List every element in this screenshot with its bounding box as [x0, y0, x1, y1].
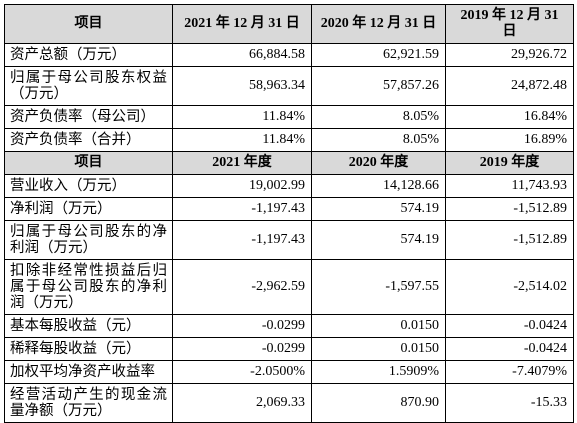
- table-cell: 8.05%: [311, 105, 446, 129]
- table-cell: 1.5909%: [311, 360, 446, 384]
- table-cell: 项目: [4, 151, 173, 175]
- table-cell: 0.0150: [311, 314, 446, 338]
- table-cell: 66,884.58: [172, 43, 312, 67]
- table-cell: 经营活动产生的现金流量净额（万元）: [4, 383, 173, 423]
- table-cell: 2019 年度: [445, 151, 574, 175]
- table-cell: -1,197.43: [172, 197, 312, 221]
- table-cell: 营业收入（万元）: [4, 174, 173, 198]
- data-row: 归属于母公司股东的净利润（万元） -1,197.43 574.19 -1,512.89: [4, 220, 574, 260]
- table-cell: -1,197.43: [172, 220, 312, 260]
- table-cell: 11,743.93: [445, 174, 574, 198]
- table-cell: 资产总额（万元）: [4, 43, 173, 67]
- table-cell: -1,512.89: [445, 220, 574, 260]
- table-cell: 净利润（万元）: [4, 197, 173, 221]
- table-cell: -0.0424: [445, 314, 574, 338]
- data-row: 资产总额（万元） 66,884.58 62,921.59 29,926.72: [4, 43, 574, 67]
- data-row: 归属于母公司股东权益（万元） 58,963.34 57,857.26 24,872.4…: [4, 66, 574, 106]
- data-row: 基本每股收益（元） -0.0299 0.0150 -0.0424: [4, 314, 574, 338]
- financial-table: 项目 2021 年 12 月 31 日 2020 年 12 月 31 日 2019 年…: [4, 4, 574, 423]
- table-cell: 资产负债率（合并）: [4, 128, 173, 152]
- table-cell: 2020 年 12 月 31 日: [311, 4, 446, 44]
- table-cell: 项目: [4, 4, 173, 44]
- table-cell: -2,962.59: [172, 259, 312, 315]
- data-row: 稀释每股收益（元） -0.0299 0.0150 -0.0424: [4, 337, 574, 361]
- table-cell: 16.89%: [445, 128, 574, 152]
- data-row: 加权平均净资产收益率 -2.0500% 1.5909% -7.4079%: [4, 360, 574, 384]
- table-cell: -1,512.89: [445, 197, 574, 221]
- table-body: 项目 2021 年 12 月 31 日 2020 年 12 月 31 日 2019 年…: [4, 4, 574, 423]
- table-cell: 8.05%: [311, 128, 446, 152]
- table-cell: 14,128.66: [311, 174, 446, 198]
- page: 项目 2021 年 12 月 31 日 2020 年 12 月 31 日 2019 年…: [4, 4, 574, 423]
- table-cell: 加权平均净资产收益率: [4, 360, 173, 384]
- table-cell: 基本每股收益（元）: [4, 314, 173, 338]
- table-cell: 16.84%: [445, 105, 574, 129]
- table-cell: 2,069.33: [172, 383, 312, 423]
- table-cell: 资产负债率（母公司）: [4, 105, 173, 129]
- table-cell: -2.0500%: [172, 360, 312, 384]
- table-cell: 58,963.34: [172, 66, 312, 106]
- table-cell: 574.19: [311, 197, 446, 221]
- data-row: 净利润（万元） -1,197.43 574.19 -1,512.89: [4, 197, 574, 221]
- table-cell: 11.84%: [172, 105, 312, 129]
- table-cell: 24,872.48: [445, 66, 574, 106]
- header-row: 项目 2021 年 12 月 31 日 2020 年 12 月 31 日 2019 年…: [4, 4, 574, 44]
- data-row: 资产负债率（合并） 11.84% 8.05% 16.89%: [4, 128, 574, 152]
- table-cell: -0.0299: [172, 337, 312, 361]
- table-cell: 2019 年 12 月 31 日: [445, 4, 574, 44]
- table-cell: 扣除非经常性损益后归属于母公司股东的净利润（万元）: [4, 259, 173, 315]
- table-cell: 19,002.99: [172, 174, 312, 198]
- table-cell: 57,857.26: [311, 66, 446, 106]
- table-cell: -0.0424: [445, 337, 574, 361]
- data-row: 扣除非经常性损益后归属于母公司股东的净利润（万元） -2,962.59 -1,597…: [4, 259, 574, 315]
- table-cell: -0.0299: [172, 314, 312, 338]
- table-cell: 62,921.59: [311, 43, 446, 67]
- table-cell: 稀释每股收益（元）: [4, 337, 173, 361]
- table-cell: 574.19: [311, 220, 446, 260]
- table-cell: -15.33: [445, 383, 574, 423]
- data-row: 营业收入（万元） 19,002.99 14,128.66 11,743.93: [4, 174, 574, 198]
- table-cell: 29,926.72: [445, 43, 574, 67]
- table-cell: 归属于母公司股东权益（万元）: [4, 66, 173, 106]
- data-row: 经营活动产生的现金流量净额（万元） 2,069.33 870.90 -15.33: [4, 383, 574, 423]
- data-row: 资产负债率（母公司） 11.84% 8.05% 16.84%: [4, 105, 574, 129]
- table-cell: -2,514.02: [445, 259, 574, 315]
- table-cell: 2020 年度: [311, 151, 446, 175]
- table-cell: 11.84%: [172, 128, 312, 152]
- header-row: 项目 2021 年度 2020 年度 2019 年度: [4, 151, 574, 175]
- table-cell: 2021 年 12 月 31 日: [172, 4, 312, 44]
- table-cell: 归属于母公司股东的净利润（万元）: [4, 220, 173, 260]
- table-cell: 2021 年度: [172, 151, 312, 175]
- table-cell: -1,597.55: [311, 259, 446, 315]
- table-cell: 870.90: [311, 383, 446, 423]
- table-cell: -7.4079%: [445, 360, 574, 384]
- table-cell: 0.0150: [311, 337, 446, 361]
